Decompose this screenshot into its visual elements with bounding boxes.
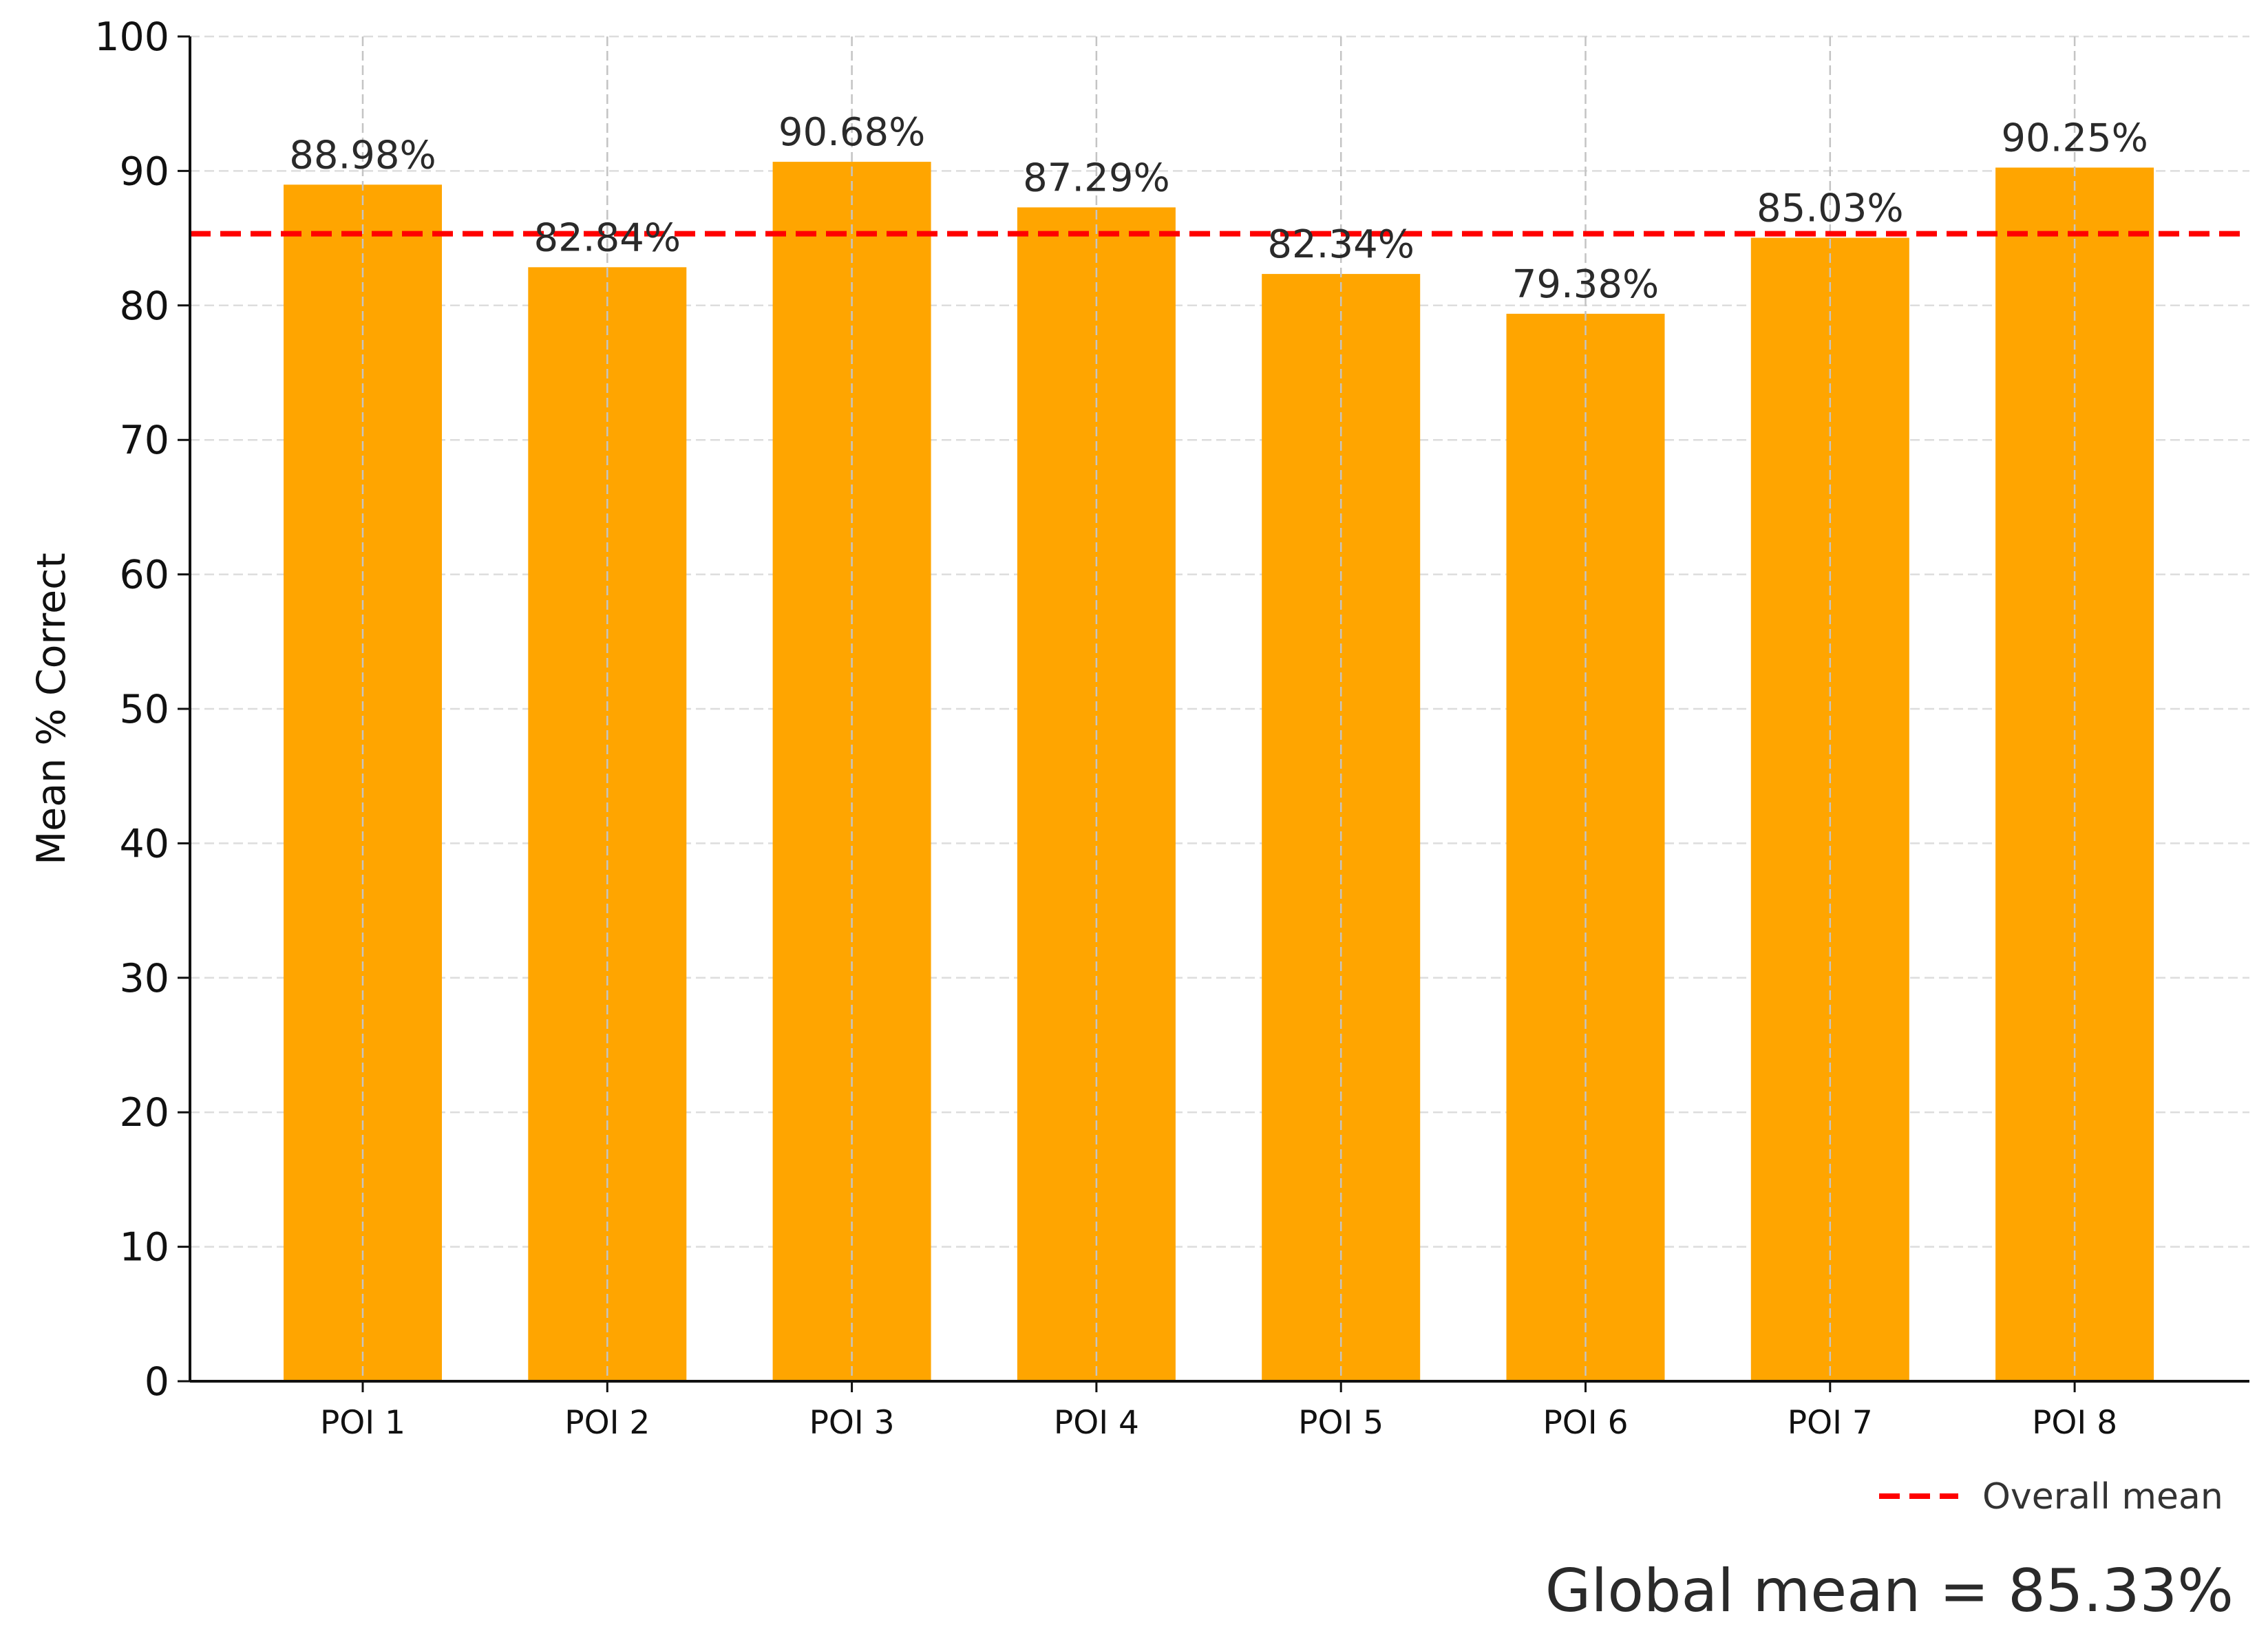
y-tick-label: 60 <box>119 553 169 598</box>
data-label: 79.38% <box>1512 262 1660 307</box>
y-tick-label: 0 <box>145 1359 169 1405</box>
data-label: 88.98% <box>289 133 436 178</box>
x-tick-label: POI 2 <box>564 1404 650 1442</box>
y-tick-label: 90 <box>119 149 169 194</box>
data-label: 82.34% <box>1267 222 1414 267</box>
legend: Overall mean <box>1879 1476 2223 1517</box>
x-tick-label: POI 6 <box>1543 1404 1628 1442</box>
y-tick-label: 50 <box>119 687 169 732</box>
data-label: 90.25% <box>2001 116 2148 161</box>
y-tick-label: 30 <box>119 956 169 1001</box>
global-mean-annotation: Global mean = 85.33% <box>1545 1557 2234 1626</box>
legend-label-overall-mean: Overall mean <box>1982 1476 2223 1517</box>
grid-lines <box>190 35 2249 1383</box>
bar-poi-3 <box>772 162 931 1381</box>
y-tick-label: 40 <box>119 821 169 866</box>
data-labels: 88.98% 82.84% 90.68% 87.29% 82.34% 79.38% 85.0… <box>289 110 2148 307</box>
y-tick-labels: 0 10 20 30 40 50 60 70 80 90 100 <box>94 14 169 1405</box>
axes <box>178 35 2249 1392</box>
vertical-grid-lines <box>361 36 2076 1381</box>
x-tick-label: POI 1 <box>320 1404 405 1442</box>
x-tick-label: POI 4 <box>1054 1404 1139 1442</box>
y-tick-label: 20 <box>119 1090 169 1136</box>
data-label: 85.03% <box>1757 187 1904 231</box>
x-tick-labels: POI 1 POI 2 POI 3 POI 4 POI 5 POI 6 POI 7 POI 8 <box>320 1404 2117 1442</box>
y-tick-label: 80 <box>119 284 169 329</box>
x-tick-label: POI 5 <box>1298 1404 1384 1442</box>
x-tick-label: POI 8 <box>2032 1404 2117 1442</box>
x-tick-label: POI 7 <box>1788 1404 1873 1442</box>
y-tick-label: 10 <box>119 1225 169 1270</box>
x-tick-label: POI 3 <box>809 1404 895 1442</box>
bars <box>284 162 2154 1381</box>
y-axis-label: Mean % Correct <box>29 553 74 865</box>
data-label: 87.29% <box>1023 156 1170 200</box>
y-tick-label: 70 <box>119 418 169 463</box>
y-tick-label: 100 <box>94 14 169 60</box>
data-label: 90.68% <box>778 110 926 155</box>
data-label: 82.84% <box>534 215 681 260</box>
